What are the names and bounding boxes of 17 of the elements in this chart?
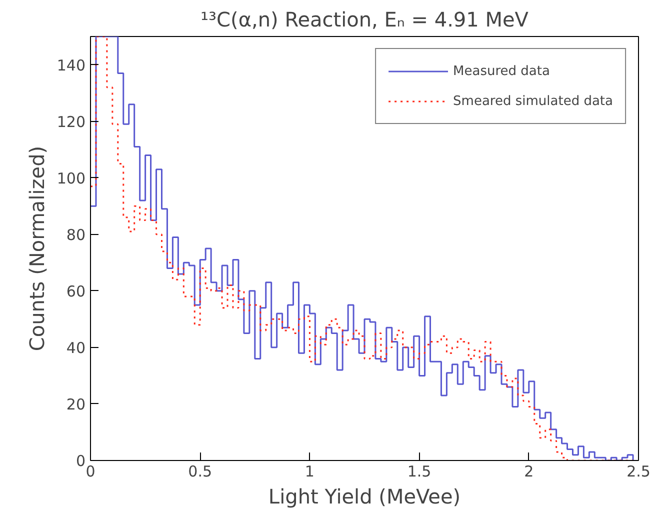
x-tick-label: 0.5 (188, 462, 212, 480)
y-axis-title: Counts (Normalized) (24, 146, 49, 352)
y-tick-label: 100 (56, 169, 86, 188)
y-tick-label: 40 (66, 338, 86, 357)
y-tick-label: 120 (56, 112, 86, 131)
x-tick-label: 2 (524, 462, 534, 480)
legend-label: Measured data (453, 64, 550, 78)
chart-title: ¹³C(α,n) Reaction, Eₙ = 4.91 MeV (200, 8, 529, 32)
y-tick-label: 140 (56, 56, 86, 74)
x-tick-label: 2.5 (626, 462, 650, 480)
x-tick-label: 1 (304, 462, 314, 480)
x-tick-label: 1.5 (407, 462, 432, 480)
y-tick-label: 20 (66, 395, 86, 414)
x-axis-title: Light Yield (MeVee) (268, 484, 461, 508)
y-tick-label: 80 (66, 226, 86, 244)
y-tick-label: 60 (66, 282, 86, 300)
legend-label: Smeared simulated data (453, 94, 613, 108)
